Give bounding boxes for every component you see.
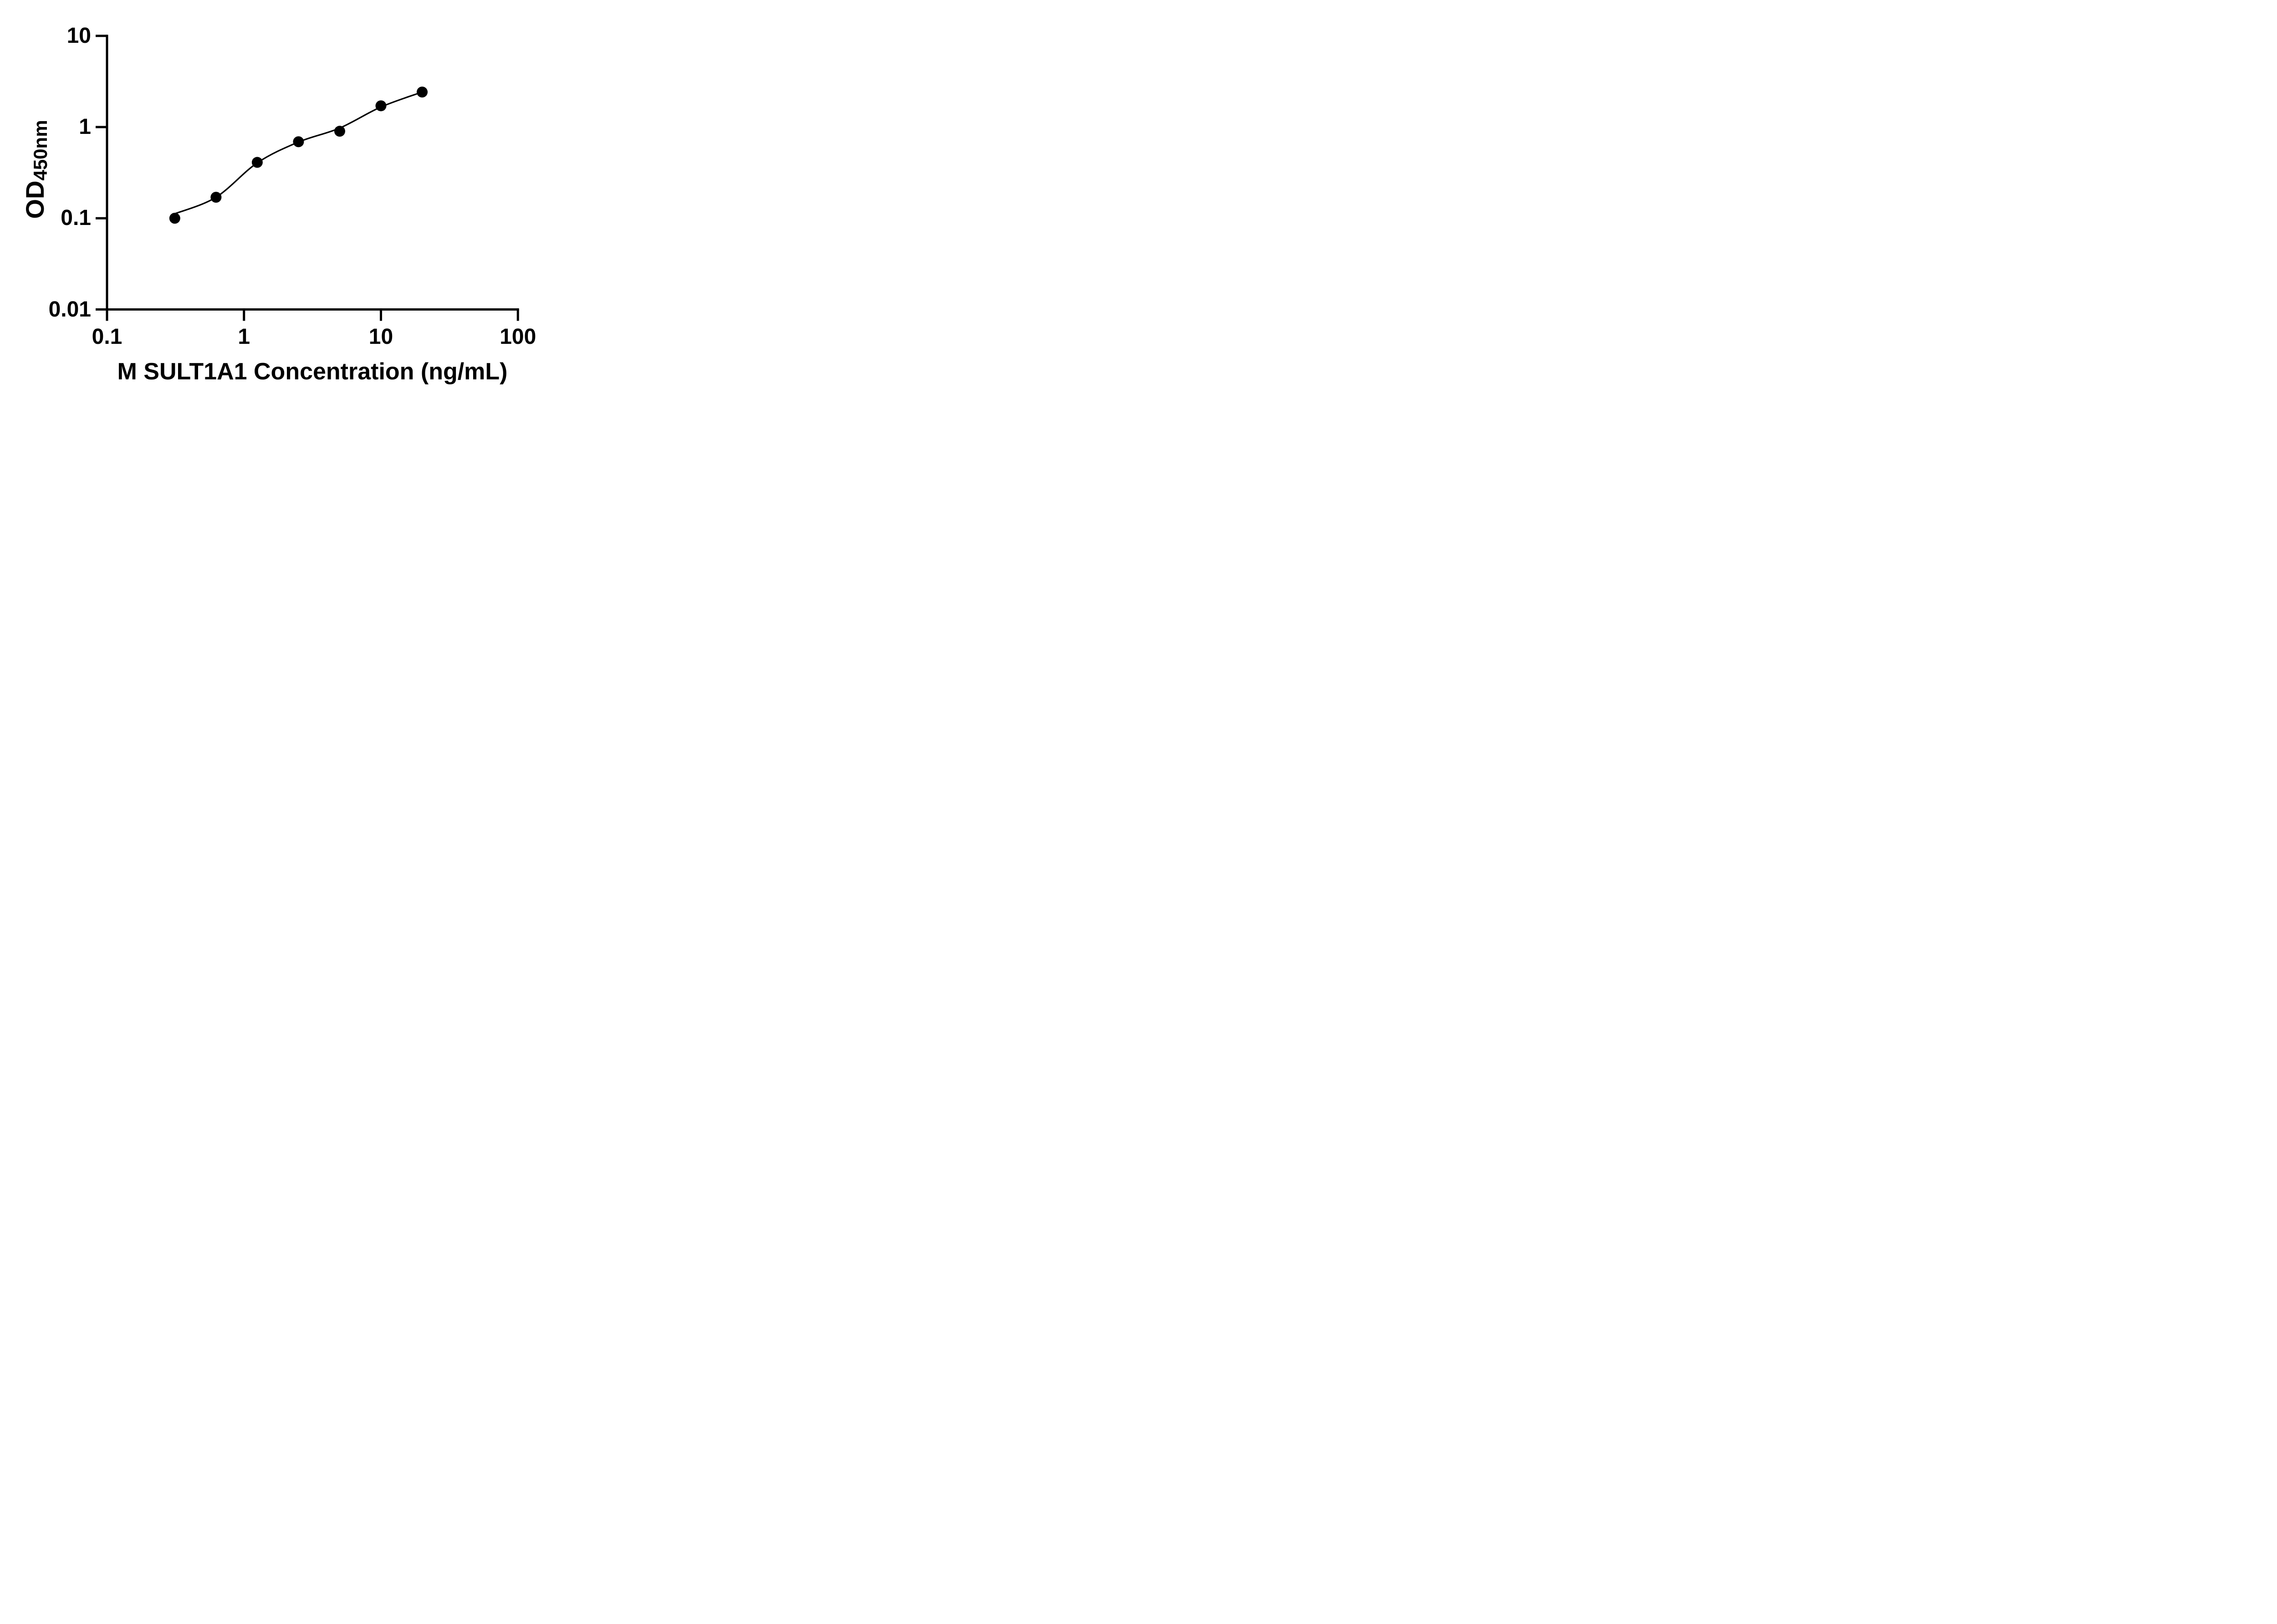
y-axis-title-main: OD [20, 180, 49, 219]
data-point [210, 192, 222, 203]
y-tick-label: 0.1 [61, 206, 91, 230]
x-tick-label: 10 [368, 325, 393, 349]
y-tick-label: 0.01 [48, 297, 91, 322]
data-point [251, 157, 263, 168]
x-axis-title: M SULT1A1 Concentration (ng/mL) [117, 358, 508, 385]
data-point [334, 126, 345, 137]
x-tick-label: 100 [500, 325, 536, 349]
data-point [375, 100, 387, 112]
data-point [417, 87, 428, 98]
points-layer [169, 87, 428, 224]
y-tick-label: 10 [66, 23, 91, 48]
y-axis-title: OD450nm [20, 120, 51, 219]
data-point [169, 213, 180, 224]
y-axis-title-sub: 450nm [30, 120, 51, 181]
x-tick-label: 1 [238, 325, 250, 349]
x-tick-label: 0.1 [92, 325, 123, 349]
plot-canvas [96, 35, 519, 321]
elisa-standard-curve-figure: 0.1 1 10 100 10 1 0.1 0.01 M SULT1A1 Concentrat… [0, 0, 581, 406]
data-point [293, 136, 304, 148]
y-tick-label: 1 [79, 115, 91, 139]
axes-layer [96, 35, 519, 321]
